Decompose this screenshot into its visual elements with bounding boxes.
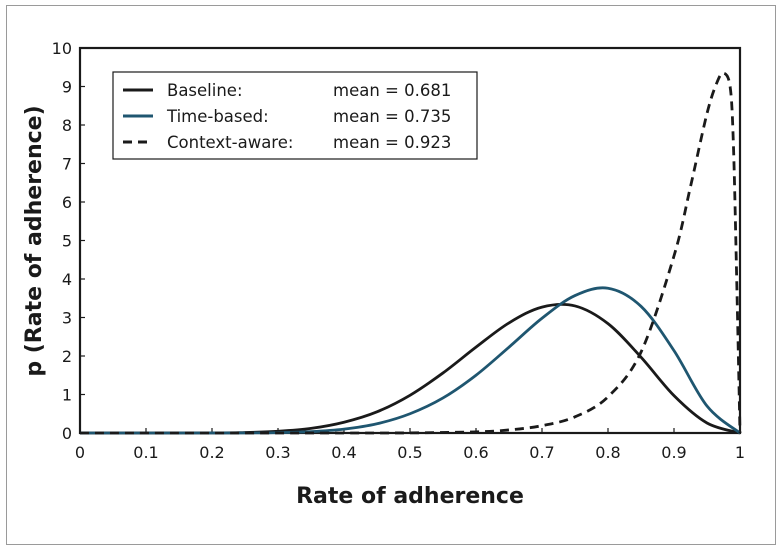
y-tick-label: 5	[62, 232, 72, 251]
x-tick-label: 0.7	[529, 443, 554, 462]
y-axis-title: p (Rate of adherence)	[22, 105, 47, 376]
y-tick-label: 8	[62, 116, 72, 135]
x-tick-label: 0.4	[331, 443, 356, 462]
y-tick-label: 9	[62, 78, 72, 97]
y-tick-label: 6	[62, 193, 72, 212]
y-tick-label: 0	[62, 424, 72, 443]
x-tick-label: 0	[75, 443, 85, 462]
y-tick-label: 1	[62, 386, 72, 405]
legend-label-context-aware: Context-aware:	[167, 133, 293, 152]
series-line-context-aware	[79, 71, 742, 435]
x-tick-label: 0.9	[661, 443, 686, 462]
y-tick-label: 4	[62, 270, 72, 289]
series-lines	[79, 71, 742, 435]
legend-mean-context-aware: mean = 0.923	[333, 133, 451, 152]
series-line-time-based	[79, 286, 741, 435]
y-tick-label: 7	[62, 155, 72, 174]
x-tick-label: 0.6	[463, 443, 488, 462]
y-tick-label: 10	[52, 39, 72, 58]
x-tick-label: 1	[735, 443, 745, 462]
legend-label-baseline: Baseline:	[167, 81, 243, 100]
ticks: 0 0.1 0.2 0.3 0.4 0.5 0.6 0.7 0.8 0.9 101234567891…	[52, 39, 745, 462]
y-tick-label: 3	[62, 309, 72, 328]
legend-label-time-based: Time-based:	[166, 107, 269, 126]
legend-mean-time-based: mean = 0.735	[333, 107, 451, 126]
legend: Baseline: mean = 0.681 Time-based: mean …	[112, 71, 478, 160]
x-tick-label: 0.3	[265, 443, 290, 462]
legend-box	[112, 71, 478, 160]
legend-mean-baseline: mean = 0.681	[333, 81, 451, 100]
x-tick-label: 0.8	[595, 443, 620, 462]
x-tick-label: 0.2	[199, 443, 224, 462]
x-axis-title: Rate of adherence	[296, 484, 524, 509]
y-tick-label: 2	[62, 347, 72, 366]
x-tick-label: 0.1	[133, 443, 158, 462]
x-tick-label: 0.5	[397, 443, 422, 462]
